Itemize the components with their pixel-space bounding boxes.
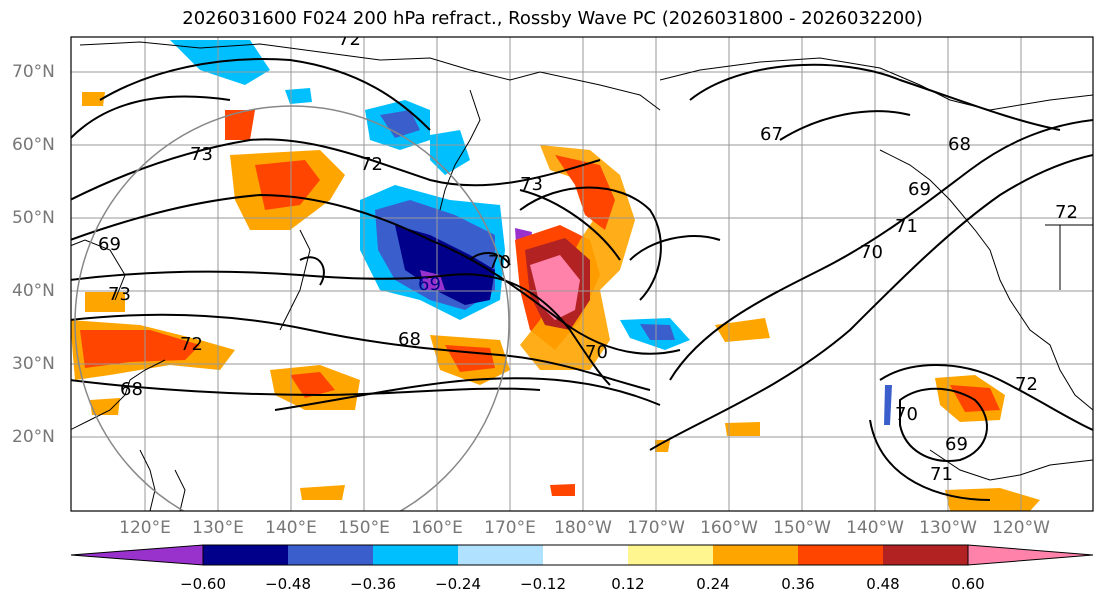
contour-label: 70 — [895, 404, 918, 425]
lon-label: 130°E — [192, 518, 244, 538]
shade-se-red — [950, 385, 1000, 412]
lon-label: 150°W — [773, 518, 831, 538]
contour-label: 70 — [585, 342, 608, 363]
contour-label: 73 — [520, 174, 543, 195]
lon-label: 140°W — [846, 518, 904, 538]
shade-south-orange-3 — [90, 398, 120, 415]
colorbar-tick: 0.24 — [696, 575, 730, 593]
lat-label: 30°N — [12, 354, 55, 374]
shade-pacific-blue — [884, 385, 892, 425]
map-plot-area: 72 73 72 73 69 73 69 70 68 72 67 68 69 7… — [71, 29, 1093, 511]
lon-label: 150°E — [338, 518, 390, 538]
contour-label: 67 — [760, 124, 783, 145]
contour-label: 68 — [948, 134, 971, 155]
shade-se-orange-2 — [945, 488, 1040, 511]
contour-label: 68 — [398, 329, 421, 350]
shading-layer — [71, 40, 1040, 511]
colorbar-left-extend — [70, 544, 204, 566]
shade-north-blue-4 — [285, 88, 312, 104]
contour-label: 71 — [930, 464, 953, 485]
colorbar-bin — [543, 545, 628, 565]
colorbar-frame — [202, 544, 969, 566]
contour-label: 71 — [895, 216, 918, 237]
contour-label: 70 — [860, 242, 883, 263]
colorbar-bin — [458, 545, 543, 565]
lat-label: 40°N — [12, 281, 55, 301]
lon-label: 130°W — [919, 518, 977, 538]
graticule — [71, 37, 1093, 511]
lat-label: 50°N — [12, 208, 55, 228]
shade-positive-ne-orange — [555, 155, 615, 230]
shade-positive-pink — [530, 255, 580, 320]
contour-label: 73 — [108, 284, 131, 305]
colorbar-bin — [288, 545, 373, 565]
contour-label: 69 — [418, 274, 441, 295]
colorbar-right-extend — [967, 544, 1094, 566]
contour-labels: 72 73 72 73 69 73 69 70 68 72 67 68 69 7… — [98, 29, 1078, 485]
lat-label: 60°N — [12, 135, 55, 155]
colorbar — [70, 544, 1094, 566]
lon-label: 160°E — [411, 518, 463, 538]
map-title: 2026031600 F024 200 hPa refract., Rossby… — [182, 8, 923, 29]
contour-label: 69 — [908, 179, 931, 200]
reference-circle — [74, 105, 510, 511]
shade-nw-small-orange — [82, 92, 105, 106]
colorbar-tick: −0.60 — [180, 575, 226, 593]
contour-label: 73 — [190, 144, 213, 165]
contour-label: 69 — [945, 434, 968, 455]
colorbar-tick: −0.48 — [265, 575, 311, 593]
lon-label: 160°W — [700, 518, 758, 538]
plot-frame — [70, 36, 1094, 512]
contour-label: 72 — [1055, 202, 1078, 223]
shade-east-blue-core — [640, 324, 675, 340]
colorbar-tick: −0.12 — [520, 575, 566, 593]
lon-label: 180°W — [554, 518, 612, 538]
lon-label: 170°W — [627, 518, 685, 538]
colorbar-bin — [373, 545, 458, 565]
shade-south-orange-6 — [300, 485, 345, 500]
contour-label: 70 — [488, 252, 511, 273]
shade-south-red-1 — [290, 372, 335, 398]
contour-label: 72 — [338, 29, 361, 50]
shade-w-edge-orange — [85, 292, 125, 312]
colorbar-bin — [713, 545, 798, 565]
colorbar-bin — [628, 545, 713, 565]
contour-label: 72 — [1015, 374, 1038, 395]
lat-label: 70°N — [12, 62, 55, 82]
shade-negative-purple — [420, 270, 445, 290]
lon-label: 170°E — [484, 518, 536, 538]
colorbar-bin — [883, 545, 968, 565]
shade-north-blue-1b — [380, 110, 420, 138]
colorbar-tick: 0.12 — [611, 575, 645, 593]
lat-label: 20°N — [12, 427, 55, 447]
colorbar-tick: −0.36 — [350, 575, 396, 593]
shade-south-orange-5 — [655, 440, 670, 452]
colorbar-tick: 0.60 — [951, 575, 985, 593]
shade-south-red-3 — [550, 484, 575, 496]
contour-label: 69 — [98, 234, 121, 255]
coastlines — [71, 41, 1093, 511]
lon-label: 120°W — [992, 518, 1050, 538]
shade-japan-red — [80, 330, 200, 368]
height-contours — [71, 58, 1093, 501]
shade-negative-dark — [395, 225, 495, 305]
colorbar-tick: 0.36 — [781, 575, 815, 593]
colorbar-tick: 0.48 — [866, 575, 900, 593]
shade-ne-small-1 — [225, 110, 255, 140]
colorbar-tick: −0.24 — [435, 575, 481, 593]
contour-label: 72 — [360, 154, 383, 175]
lon-label: 140°E — [265, 518, 317, 538]
shade-south-orange-4 — [725, 422, 760, 436]
colorbar-bin — [203, 545, 288, 565]
contour-label: 68 — [120, 379, 143, 400]
lon-label: 120°E — [119, 518, 171, 538]
contour-label: 72 — [180, 334, 203, 355]
colorbar-bin — [798, 545, 883, 565]
